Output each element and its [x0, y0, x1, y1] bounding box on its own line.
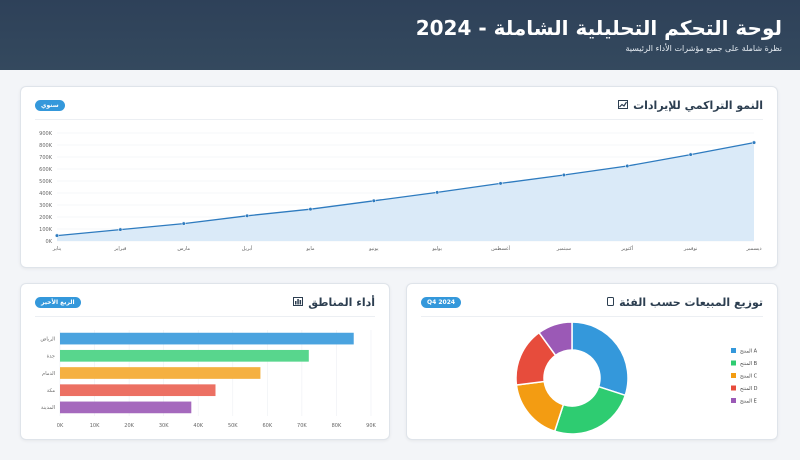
x-tick-label: 0K — [57, 423, 64, 429]
card-divider — [35, 316, 375, 317]
x-tick-label: مايو — [305, 246, 314, 252]
x-tick-label: 30K — [159, 423, 169, 429]
region-label: المدينة — [41, 405, 55, 411]
data-point — [54, 233, 60, 238]
region-bar — [60, 349, 309, 362]
regions-title-text: أداء المناطق — [308, 296, 375, 309]
data-point — [181, 221, 186, 226]
x-tick-label: يونيو — [368, 246, 379, 252]
region-bar — [60, 367, 261, 379]
data-point — [245, 213, 250, 218]
x-tick-label: فبراير — [113, 246, 127, 252]
data-point — [118, 227, 123, 232]
revenue-growth-card: النمو التراكمي للإيرادات سنوي 0K 100K 200K… — [20, 86, 778, 268]
x-tick-label: يوليو — [431, 246, 442, 252]
revenue-area-fill — [57, 142, 754, 241]
donut-slice — [553, 385, 627, 435]
products-title-text: توزيع المبيعات حسب الفئة — [619, 296, 763, 309]
period-badge-last-quarter[interactable]: الربع الأخير — [35, 297, 81, 308]
x-tick-label: 80K — [332, 423, 342, 429]
region-label: الرياض — [40, 336, 55, 342]
donut-slice — [538, 321, 573, 357]
region-label: جدة — [47, 354, 55, 360]
page-subtitle: نظرة شاملة على جميع مؤشرات الأداء الرئيس… — [625, 44, 782, 53]
regions-performance-card: أداء المناطق الربع الأخير 0K 10K 20K 30K 40K… — [20, 283, 390, 440]
data-point — [751, 140, 757, 145]
y-tick-label: 100K — [39, 227, 53, 233]
y-tick-label: 200K — [39, 215, 53, 221]
x-tick-label: أبريل — [242, 245, 253, 252]
data-point — [308, 207, 313, 212]
y-tick-label: 500K — [39, 179, 53, 185]
region-label: مكة — [47, 388, 55, 394]
tablet-icon — [607, 296, 615, 309]
period-badge-q4[interactable]: Q4 2024 — [421, 297, 462, 308]
region-bar — [60, 332, 354, 345]
y-tick-label: 800K — [39, 143, 53, 149]
bar-chart-icon — [293, 296, 304, 309]
data-point — [688, 152, 693, 157]
x-tick-label: مارس — [177, 246, 190, 252]
y-tick-label: 0K — [46, 239, 53, 245]
x-tick-label: أكتوبر — [620, 245, 634, 252]
category-sales-card: توزيع المبيعات حسب الفئة Q4 2024 المنتج … — [406, 283, 778, 440]
donut-slice — [515, 380, 565, 433]
y-tick-label: 700K — [39, 155, 53, 161]
data-point — [371, 198, 376, 203]
x-tick-label: 20K — [124, 423, 134, 429]
x-tick-label: سبتمبر — [556, 246, 571, 252]
legend-swatch — [731, 398, 736, 403]
revenue-growth-title-text: النمو التراكمي للإيرادات — [633, 99, 763, 112]
legend-label: المنتج A — [740, 349, 758, 355]
revenue-area-chart: 0K 100K 200K 300K 400K 500K 600K 700K 800K 900K ين… — [39, 131, 761, 252]
regions-title: أداء المناطق — [293, 296, 375, 309]
legend-swatch — [731, 385, 736, 391]
x-tick-label: 90K — [366, 423, 376, 429]
y-tick-label: 900K — [39, 131, 53, 137]
region-label: الدمام — [42, 371, 55, 377]
regions-bar-chart: 0K 10K 20K 30K 40K 50K 60K 70K 80K 90K الرياض جدة ال… — [40, 330, 377, 429]
data-point — [498, 181, 503, 186]
x-tick-label: نوفمبر — [683, 246, 698, 252]
dashboard-header: لوحة التحكم التحليلية الشاملة - 2024 نظر… — [0, 0, 800, 70]
x-tick-label: يناير — [52, 246, 62, 252]
card-divider — [421, 316, 763, 317]
legend-swatch — [731, 348, 736, 353]
legend-label: المنتج D — [740, 386, 758, 392]
x-tick-label: ديسمبر — [745, 246, 761, 252]
x-tick-label: 50K — [228, 423, 238, 429]
legend-label: المنتج C — [740, 374, 758, 380]
donut-slice — [571, 321, 629, 397]
legend-label: المنتج E — [740, 399, 757, 405]
data-point — [625, 163, 630, 169]
period-badge-annual[interactable]: سنوي — [35, 100, 65, 111]
region-bar — [60, 401, 192, 414]
card-divider — [35, 119, 763, 120]
revenue-line — [56, 141, 755, 237]
products-title: توزيع المبيعات حسب الفئة — [607, 296, 763, 309]
y-tick-label: 600K — [39, 167, 53, 173]
region-bar — [60, 384, 216, 397]
page-title: لوحة التحكم التحليلية الشاملة - 2024 — [415, 16, 782, 40]
y-tick-label: 400K — [39, 191, 53, 197]
chart-up-icon — [618, 99, 629, 112]
x-tick-label: 40K — [193, 423, 203, 429]
y-tick-label: 300K — [39, 203, 53, 209]
x-tick-label: 60K — [263, 423, 273, 429]
x-tick-label: أغسطس — [491, 245, 511, 252]
category-donut-chart: المنتج A المنتج B المنتج C المنتج D المنتج E — [515, 321, 758, 435]
data-point — [435, 190, 440, 195]
x-tick-label: 10K — [90, 423, 100, 429]
legend-swatch — [731, 360, 736, 366]
legend-label: المنتج B — [740, 361, 758, 367]
revenue-growth-title: النمو التراكمي للإيرادات — [618, 99, 763, 112]
x-tick-label: 70K — [297, 423, 307, 429]
data-point — [561, 172, 566, 178]
legend-swatch — [731, 373, 736, 378]
